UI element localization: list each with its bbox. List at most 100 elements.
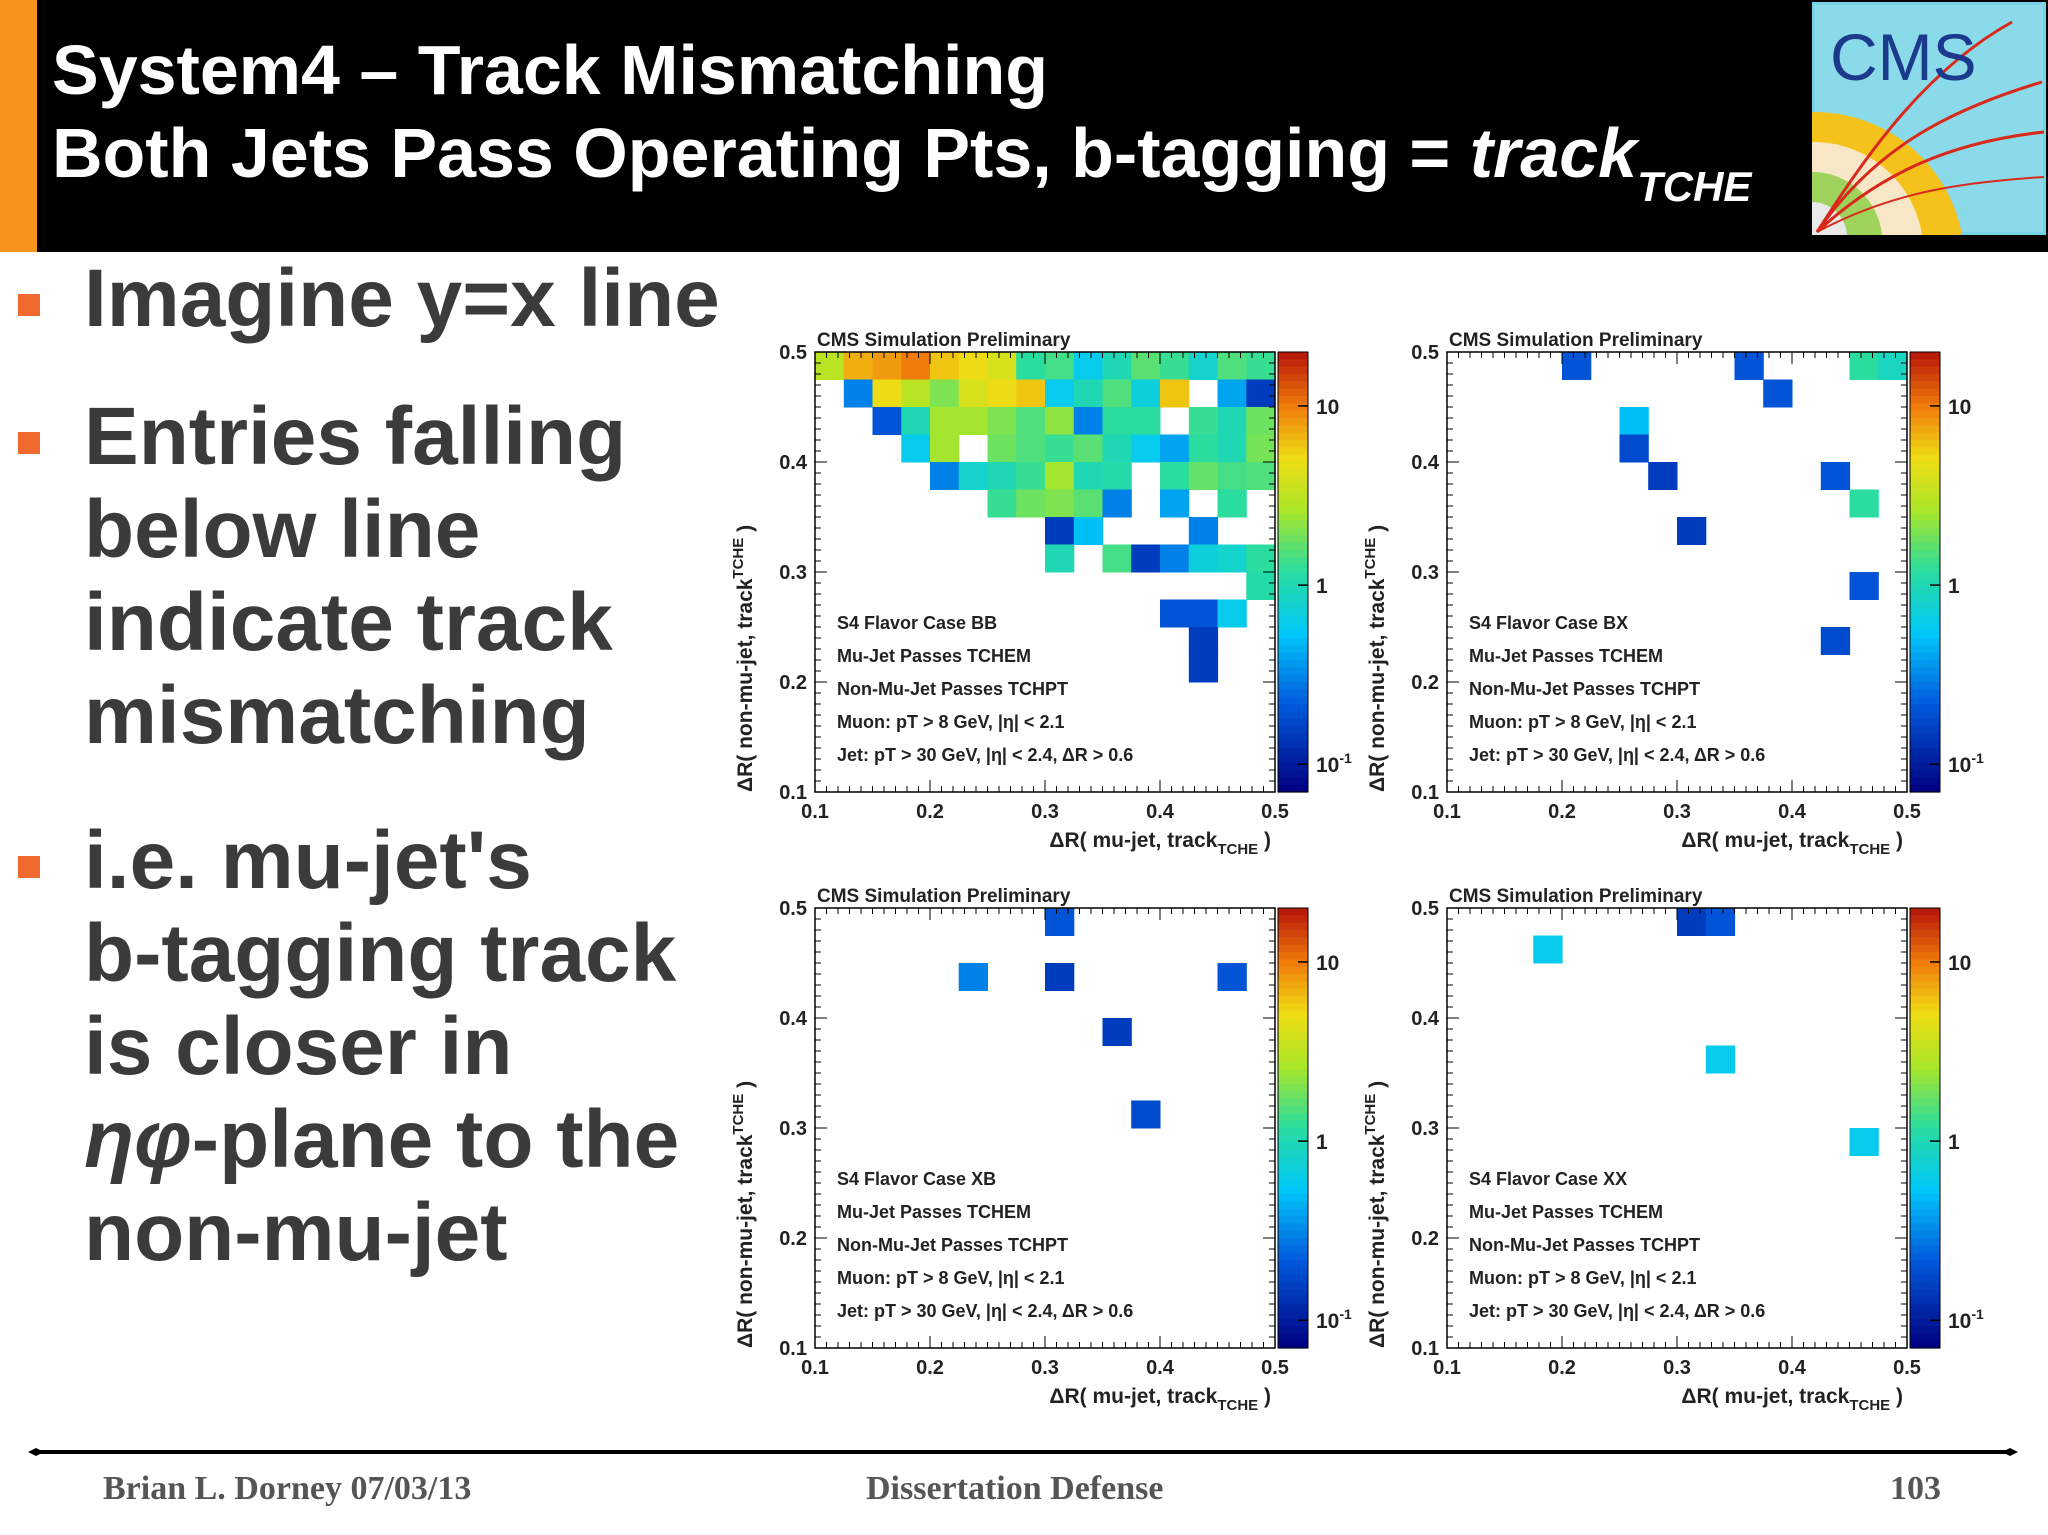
colorbar-segment bbox=[1910, 1128, 1940, 1136]
bullet-line: indicate track bbox=[84, 577, 613, 668]
colorbar-segment bbox=[1278, 726, 1308, 734]
colorbar-label: 1 bbox=[1948, 1131, 1960, 1154]
colorbar-segment bbox=[1910, 966, 1940, 975]
heatmap-chart: 0.1 0.2 0.3 0.4 0.5 0.1 0.2 0.3 0.4 0.5 CMS Simula… bbox=[730, 886, 1352, 1414]
colorbar-segment bbox=[1278, 1245, 1308, 1254]
colorbar-segment bbox=[1910, 718, 1940, 727]
colorbar-segment bbox=[1910, 748, 1940, 756]
heatmap-bin bbox=[843, 379, 874, 408]
plot-grid: 0.1 0.2 0.3 0.4 0.5 0.1 0.2 0.3 0.4 0.5 CMS Simula… bbox=[730, 320, 2048, 1440]
footer-divider bbox=[28, 1448, 2018, 1456]
heatmap-bin bbox=[1619, 434, 1649, 463]
heatmap-bin bbox=[1188, 627, 1219, 655]
colorbar-segment bbox=[1910, 689, 1940, 698]
colorbar-segment bbox=[1910, 1150, 1940, 1158]
x-tick-label: 0.4 bbox=[1146, 801, 1175, 823]
heatmap-bin bbox=[1016, 462, 1046, 490]
colorbar-segment bbox=[1910, 506, 1940, 514]
colorbar-label: 10 bbox=[1948, 396, 1971, 419]
colorbar-segment bbox=[1278, 689, 1308, 698]
colorbar-segment bbox=[1278, 557, 1308, 566]
x-tick-label: 0.5 bbox=[1261, 1357, 1289, 1379]
colorbar-segment bbox=[1278, 1296, 1308, 1305]
title-accent-bar bbox=[0, 0, 37, 252]
colorbar-segment bbox=[1278, 1179, 1308, 1188]
heatmap-bin bbox=[1217, 407, 1247, 435]
heatmap-bin bbox=[1188, 462, 1219, 490]
colorbar-segment bbox=[1910, 440, 1940, 448]
heatmap-bin bbox=[1073, 517, 1104, 545]
colorbar-segment bbox=[1910, 937, 1940, 946]
colorbar-segment bbox=[1278, 1164, 1308, 1173]
colorbar-label: 10-1 bbox=[1316, 1306, 1352, 1333]
bullet-item: Imagine y=x line bbox=[84, 252, 724, 345]
heatmap-bin bbox=[1016, 434, 1046, 463]
colorbar-segment bbox=[1910, 586, 1940, 595]
colorbar-segment bbox=[1278, 1194, 1308, 1202]
heatmap-bin bbox=[1131, 407, 1161, 435]
bullet-line: Entries falling bbox=[84, 391, 627, 482]
heatmap-bin bbox=[1073, 407, 1104, 435]
colorbar-segment bbox=[1278, 952, 1308, 960]
y-tick-label: 0.4 bbox=[1411, 1008, 1440, 1030]
colorbar-segment bbox=[1278, 410, 1308, 419]
y-tick-label: 0.3 bbox=[1411, 1118, 1439, 1140]
heatmap-bin bbox=[1562, 352, 1592, 380]
colorbar-label: 1 bbox=[1948, 575, 1960, 598]
heatmap-bin bbox=[1131, 434, 1161, 463]
colorbar-segment bbox=[1278, 550, 1308, 558]
y-axis-label: ΔR( non-mu-jet, trackTCHE ) bbox=[1362, 525, 1389, 792]
colorbar-segment bbox=[1910, 740, 1940, 749]
heatmap-bin bbox=[987, 462, 1017, 490]
heatmap-bin bbox=[1246, 544, 1276, 573]
heatmap-bin bbox=[1045, 462, 1075, 490]
colorbar-frame bbox=[1277, 907, 1309, 1349]
colorbar-segment bbox=[1278, 1157, 1308, 1166]
colorbar-segment bbox=[1278, 484, 1308, 492]
colorbar-segment bbox=[1278, 981, 1308, 990]
annotation-line: Jet: pT > 30 GeV, |η| < 2.4, ΔR > 0.6 bbox=[1469, 745, 1765, 765]
x-tick-label: 0.2 bbox=[916, 801, 944, 823]
colorbar-segment bbox=[1910, 476, 1940, 485]
colorbar-segment bbox=[1278, 425, 1308, 434]
colorbar-segment bbox=[1910, 432, 1940, 441]
colorbar-segment bbox=[1910, 616, 1940, 624]
heatmap-bin bbox=[1016, 379, 1046, 408]
colorbar-segment bbox=[1278, 770, 1308, 778]
heatmap-bin bbox=[1705, 908, 1736, 936]
colorbar-segment bbox=[1910, 366, 1940, 375]
colorbar-segment bbox=[1910, 484, 1940, 492]
colorbar-segment bbox=[1910, 425, 1940, 434]
colorbar-segment bbox=[1910, 1003, 1940, 1012]
colorbar-segment bbox=[1910, 959, 1940, 968]
heatmap-bin bbox=[987, 407, 1017, 435]
x-tick-label: 0.4 bbox=[1146, 1357, 1175, 1379]
y-tick-label: 0.1 bbox=[1411, 1338, 1439, 1360]
colorbar-segment bbox=[1910, 535, 1940, 544]
colorbar-segment bbox=[1910, 1076, 1940, 1085]
colorbar-segment bbox=[1910, 915, 1940, 924]
colorbar-segment bbox=[1278, 777, 1308, 786]
colorbar-segment bbox=[1910, 1208, 1940, 1217]
colorbar-segment bbox=[1278, 359, 1308, 368]
colorbar-segment bbox=[1278, 1230, 1308, 1239]
heatmap-bin bbox=[1045, 908, 1075, 936]
colorbar-segment bbox=[1910, 1098, 1940, 1107]
footer-page-number: 103 bbox=[1890, 1470, 1941, 1507]
colorbar-segment bbox=[1278, 1238, 1308, 1246]
heatmap-bin bbox=[1131, 1100, 1161, 1129]
heatmap-bin bbox=[1160, 434, 1190, 463]
colorbar-segment bbox=[1278, 1186, 1308, 1195]
colorbar-segment bbox=[1910, 1274, 1940, 1283]
colorbar-segment bbox=[1910, 374, 1940, 382]
colorbar-segment bbox=[1278, 1018, 1308, 1026]
colorbar-segment bbox=[1910, 674, 1940, 683]
x-tick-label: 0.5 bbox=[1893, 1357, 1921, 1379]
heatmap-bin bbox=[872, 407, 902, 435]
heatmap-bin bbox=[1102, 434, 1132, 463]
colorbar-segment bbox=[1910, 1040, 1940, 1048]
colorbar-segment bbox=[1910, 1025, 1940, 1034]
heatmap-bin bbox=[1045, 517, 1075, 545]
colorbar-segment bbox=[1278, 1120, 1308, 1129]
colorbar-segment bbox=[1278, 667, 1308, 676]
